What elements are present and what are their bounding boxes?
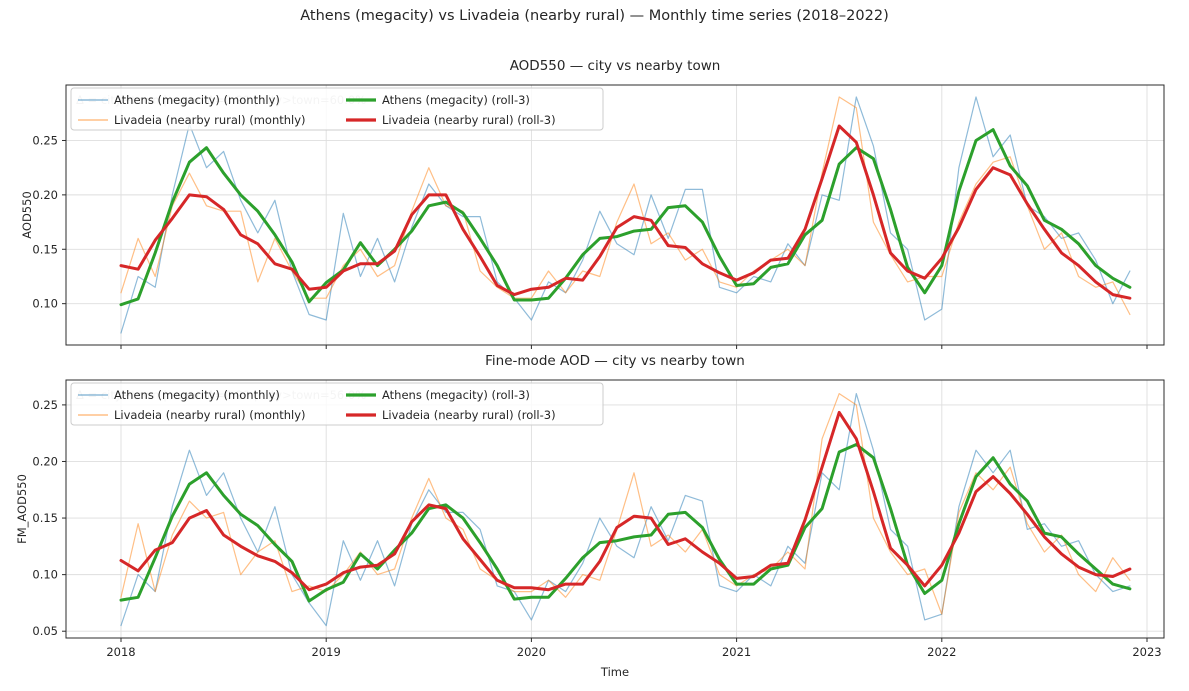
bottom-y-tick-label: 0.10 [32,568,58,582]
bottom-line-livadeia-roll [119,410,1132,592]
bottom-legend-box [70,382,604,426]
top-y-tick-label: 0.10 [32,297,58,311]
bottom-legend-label: Livadeia (nearby rural) (monthly) [114,408,306,422]
top-legend-label: Livadeia (nearby rural) (monthly) [114,113,306,127]
top-legend-box [70,87,604,131]
top-line-livadeia-monthly [120,96,1131,316]
bottom-panel-title: Fine-mode AOD — city vs nearby town [485,353,745,369]
bottom-y-tick-label: 0.15 [32,511,58,525]
x-tick-label: 2018 [106,645,135,659]
bottom-y-tick-label: 0.05 [32,624,58,638]
bottom-legend-label: Athens (megacity) (roll-3) [382,388,530,402]
top-legend-label: Athens (megacity) (roll-3) [382,93,530,107]
x-tick-label: 2019 [312,645,341,659]
top-legend-label: Athens (megacity) (monthly) [114,93,280,107]
bottom-legend-label: Athens (megacity) (monthly) [114,388,280,402]
bottom-y-axis-label: FM_AOD550 [15,474,29,544]
x-axis-label: Time [600,665,630,679]
x-tick-label: 2022 [927,645,956,659]
bottom-plot-border [65,379,1165,639]
top-line-livadeia-roll [119,124,1132,300]
top-plot-border [65,84,1165,346]
x-tick-label: 2020 [517,645,546,659]
figure-title: Athens (megacity) vs Livadeia (nearby ru… [300,8,889,24]
top-y-axis-label: AOD550 [20,191,34,239]
top-line-athens-roll [119,128,1132,307]
top-panel-title: AOD550 — city vs nearby town [509,58,721,74]
top-y-tick-label: 0.25 [32,133,58,147]
bottom-line-livadeia-monthly [120,393,1131,615]
bottom-y-tick-label: 0.25 [32,398,58,412]
bottom-legend-label: Livadeia (nearby rural) (roll-3) [382,408,556,422]
top-y-tick-label: 0.15 [32,242,58,256]
bottom-line-athens-monthly [120,393,1131,627]
top-y-tick-label: 0.20 [32,188,58,202]
top-line-athens-monthly [120,96,1131,334]
x-tick-label: 2021 [722,645,751,659]
bottom-line-athens-roll [119,443,1132,603]
bottom-y-tick-label: 0.20 [32,454,58,468]
top-legend-label: Livadeia (nearby rural) (roll-3) [382,113,556,127]
x-tick-label: 2023 [1132,645,1161,659]
